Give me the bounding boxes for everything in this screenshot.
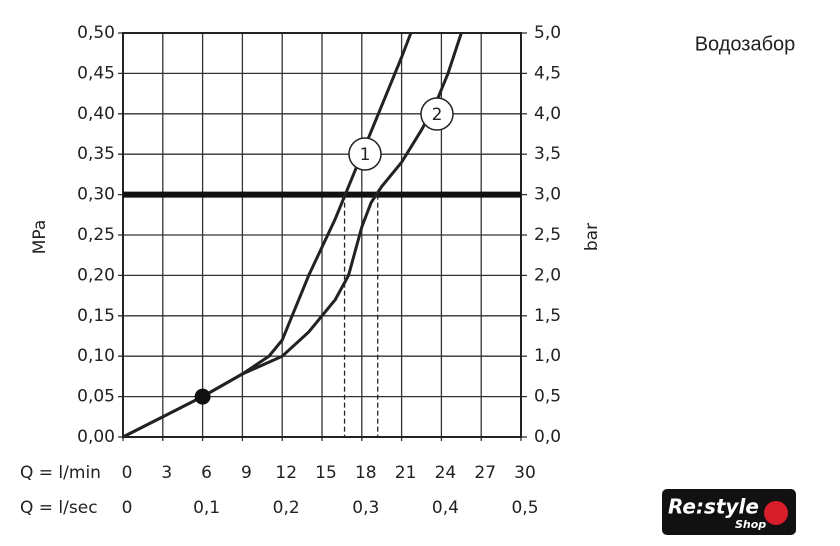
y-axis-label: MPa (30, 220, 50, 255)
x2-tick-label: 0 (122, 498, 133, 518)
x-row-label: Q = l/min (20, 463, 101, 483)
x-tick-label: 6 (201, 463, 212, 483)
x2-tick-label: 0,4 (432, 498, 459, 518)
y2-tick-label: 5,0 (534, 23, 561, 43)
y-tick-label: 0,05 (77, 387, 115, 407)
x-tick-label: 21 (395, 463, 417, 483)
series-label: 1 (360, 145, 371, 165)
x-tick-label: 0 (122, 463, 133, 483)
y-tick-label: 0,10 (77, 346, 115, 366)
y-tick-label: 0,40 (77, 104, 115, 124)
logo-icon (764, 501, 788, 525)
series-label-circle (348, 137, 382, 171)
y2-tick-label: 0,0 (534, 427, 561, 447)
series-label-circle (420, 97, 454, 131)
y2-tick-label: 2,0 (534, 265, 561, 285)
y-tick-label: 0,25 (77, 225, 115, 245)
y2-tick-label: 4,0 (534, 104, 561, 124)
chart-title: Водозабор (695, 33, 796, 55)
x2-tick-label: 0,3 (352, 498, 379, 518)
y-tick-label: 0,00 (77, 427, 115, 447)
x-tick-label: 18 (355, 463, 377, 483)
series-label: 2 (432, 105, 443, 125)
x-tick-label: 27 (474, 463, 496, 483)
logo: Re:style Shop (662, 489, 796, 535)
y2-tick-label: 2,5 (534, 225, 561, 245)
x-tick-label: 3 (161, 463, 172, 483)
y-tick-label: 0,30 (77, 185, 115, 205)
y2-tick-label: 1,5 (534, 306, 561, 326)
marker (194, 388, 211, 405)
x-tick-label: 15 (315, 463, 337, 483)
y2-tick-label: 3,0 (534, 185, 561, 205)
y-tick-label: 0,15 (77, 306, 115, 326)
logo-sub: Shop (735, 518, 766, 531)
y2-axis-label: bar (582, 223, 602, 251)
y-tick-label: 0,45 (77, 63, 115, 83)
x-tick-label: 30 (514, 463, 536, 483)
x-tick-label: 9 (241, 463, 252, 483)
y-tick-label: 0,20 (77, 265, 115, 285)
logo-text: Re:style (668, 495, 759, 519)
x2-tick-label: 0,5 (511, 498, 538, 518)
x2-tick-label: 0,2 (273, 498, 300, 518)
y2-tick-label: 4,5 (534, 63, 561, 83)
y-tick-label: 0,50 (77, 23, 115, 43)
x-tick-label: 12 (275, 463, 297, 483)
y2-tick-label: 1,0 (534, 346, 561, 366)
logo-bg (662, 489, 796, 535)
y2-tick-label: 3,5 (534, 144, 561, 164)
plot-border (122, 32, 522, 438)
y2-tick-label: 0,5 (534, 387, 561, 407)
y-tick-label: 0,35 (77, 144, 115, 164)
x2-row-label: Q = l/sec (20, 498, 98, 518)
x2-tick-label: 0,1 (193, 498, 220, 518)
x-tick-label: 24 (435, 463, 457, 483)
